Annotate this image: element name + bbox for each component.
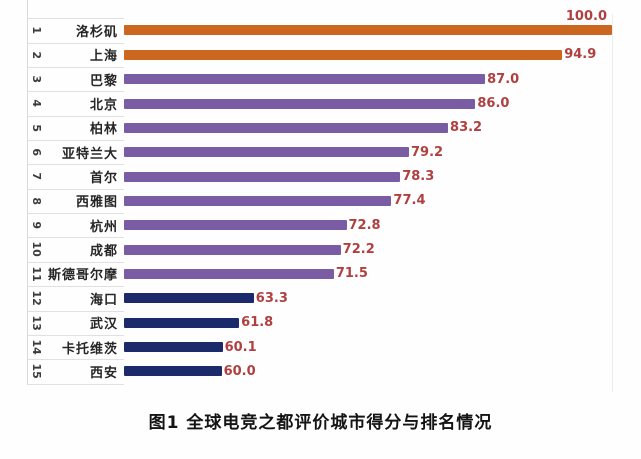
row-separator-line: [27, 91, 124, 93]
chart-row: 12 海口 63.3: [0, 286, 641, 310]
row-separator-line: [27, 188, 124, 190]
city-label: 卡托维茨: [61, 341, 118, 357]
score-bar: [124, 122, 449, 133]
score-bar: [124, 49, 563, 60]
chart-row: 15 西安 60.0: [0, 359, 641, 383]
row-separator-line: [27, 164, 124, 166]
value-label: 83.2: [450, 120, 483, 136]
city-label: 首尔: [89, 171, 118, 187]
score-bar: [124, 171, 401, 182]
city-label: 海口: [89, 292, 118, 308]
rank-column-grid-line: [27, 0, 28, 384]
score-bar: [124, 98, 476, 109]
axis-max-grid-line: [612, 14, 613, 392]
chart-row: 6 亚特兰大 79.2: [0, 140, 641, 164]
row-separator-line: [27, 42, 124, 44]
value-label: 77.4: [393, 193, 426, 209]
chart-row: 10 成都 72.2: [0, 237, 641, 261]
value-label: 72.8: [348, 217, 381, 233]
chart-row: 11 斯德哥尔摩 71.5: [0, 262, 641, 286]
city-label: 北京: [89, 98, 118, 114]
score-bar: [124, 317, 240, 328]
row-separator-line: [27, 18, 124, 20]
city-label: 武汉: [89, 317, 118, 333]
value-label: 78.3: [402, 169, 435, 185]
value-label: 71.5: [335, 266, 368, 282]
row-separator-line: [27, 67, 124, 68]
chart-row: 7 首尔 78.3: [0, 164, 641, 188]
value-label: 86.0: [477, 96, 510, 112]
city-label: 西安: [89, 365, 118, 381]
score-bar: [124, 25, 612, 36]
row-separator-line: [27, 140, 124, 142]
value-label: 79.2: [410, 144, 444, 160]
city-label: 成都: [89, 244, 118, 260]
score-bar: [124, 293, 254, 304]
score-bar: [124, 147, 409, 158]
value-label: 100.0: [565, 9, 607, 25]
city-label: 亚特兰大: [61, 146, 118, 162]
row-separator-line: [27, 261, 124, 263]
value-label: 60.1: [224, 339, 257, 355]
score-bar: [124, 366, 222, 377]
chart-row: 1 洛杉矶 100.0: [0, 9, 641, 42]
chart-row: 4 北京 86.0: [0, 91, 641, 115]
row-separator-line: [27, 286, 124, 288]
chart-row: 14 卡托维茨 60.1: [0, 335, 641, 359]
score-bar: [124, 195, 392, 206]
city-label: 西雅图: [75, 195, 118, 211]
chart-row: 3 巴黎 87.0: [0, 67, 641, 91]
city-label: 斯德哥尔摩: [47, 268, 118, 284]
city-label: 巴黎: [89, 73, 118, 89]
score-bar: [124, 244, 341, 255]
value-label: 63.3: [255, 290, 288, 306]
row-separator-line: [27, 383, 124, 385]
chart-row: 5 柏林 83.2: [0, 116, 641, 140]
value-label: 87.0: [487, 71, 520, 87]
city-label: 柏林: [89, 122, 118, 138]
row-separator-line: [27, 334, 124, 336]
score-bar: [124, 342, 223, 353]
city-label: 上海: [89, 49, 118, 65]
score-bar: [124, 74, 486, 85]
chart-row: 13 武汉 61.8: [0, 311, 641, 335]
score-bar: [124, 268, 334, 279]
score-bar: [124, 220, 347, 231]
row-separator-line: [27, 213, 124, 215]
chart-row: 8 西雅图 77.4: [0, 189, 641, 213]
row-separator-line: [27, 115, 124, 117]
row-separator-line: [27, 237, 124, 239]
value-label: 72.2: [342, 242, 375, 258]
row-separator-line: [27, 310, 124, 312]
chart-row: 9 杭州 72.8: [0, 213, 641, 237]
city-label: 杭州: [89, 219, 118, 235]
value-label: 94.9: [564, 47, 597, 63]
city-label: 洛杉矶: [75, 24, 118, 40]
figure-caption: 图1 全球电竞之都评价城市得分与排名情况: [148, 413, 493, 433]
chart-row: 2 上海 94.9: [0, 43, 641, 67]
row-separator-line: [27, 359, 124, 361]
value-label: 61.8: [241, 315, 274, 331]
value-label: 60.0: [223, 363, 256, 379]
